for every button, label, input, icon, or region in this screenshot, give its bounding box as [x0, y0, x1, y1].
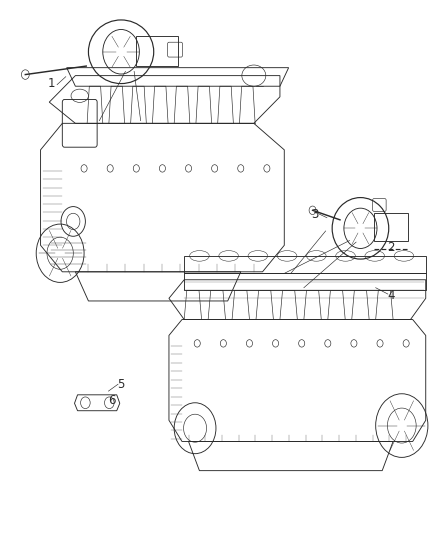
Text: 3: 3 [311, 208, 318, 221]
Text: 4: 4 [387, 289, 395, 302]
Text: 5: 5 [117, 378, 125, 391]
Text: 6: 6 [109, 393, 116, 407]
Text: 1: 1 [48, 77, 55, 90]
Text: 2: 2 [387, 241, 395, 254]
